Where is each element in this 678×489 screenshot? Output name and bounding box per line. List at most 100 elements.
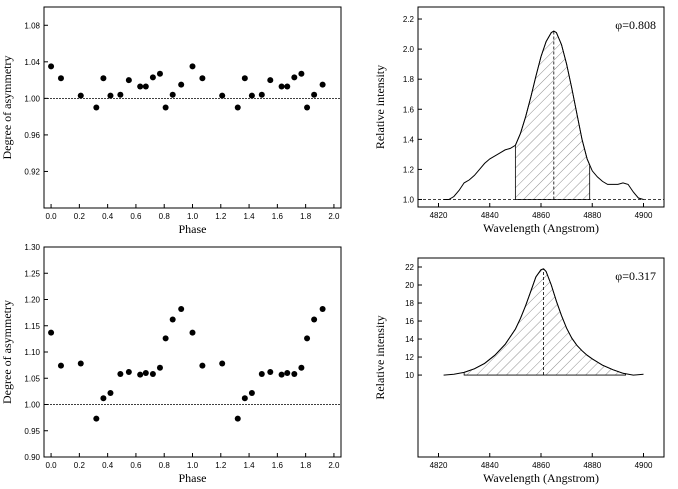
y-tick-label: 1.25 <box>24 269 40 278</box>
data-point <box>57 362 64 369</box>
data-point <box>298 364 305 371</box>
data-point <box>199 75 206 82</box>
data-point <box>137 83 144 90</box>
profile-line <box>443 268 644 376</box>
data-point <box>267 368 274 375</box>
y-tick-label: 22 <box>405 263 414 272</box>
chart-panel-bottom-left: 0.0 0.2 0.4 0.6 0.8 1.0 1.2 1.4 1.6 1.8 2.0 0.90 0.9… <box>0 243 342 485</box>
data-point <box>284 83 291 90</box>
y-tick-label: 1.4 <box>403 135 415 144</box>
x-tick-label: 0.4 <box>102 212 114 221</box>
data-point <box>241 75 248 82</box>
data-point <box>311 91 318 98</box>
x-tick-label: 4880 <box>583 211 601 220</box>
y-tick-label: 1.30 <box>24 243 40 252</box>
data-point <box>319 305 326 312</box>
x-tick-label: 1.0 <box>187 212 199 221</box>
x-tick-label: 4880 <box>583 461 601 470</box>
data-point <box>284 370 291 376</box>
y-tick-label: 16 <box>405 317 414 326</box>
chart-panel-top-right: 4820 4840 4860 4880 4900 1.0 1.2 1.4 1.6 1.8 2.0 2.… <box>373 6 665 235</box>
y-tick-label: 14 <box>405 335 414 344</box>
y-tick-label: 20 <box>405 281 414 290</box>
data-point <box>48 63 55 70</box>
y-tick-label: 1.0 <box>403 195 415 204</box>
data-point <box>93 415 100 422</box>
data-point <box>107 92 114 99</box>
data-point <box>77 360 84 367</box>
y-tick-label: 1.04 <box>24 58 40 67</box>
x-axis-title: Wavelength (Angstrom) <box>483 221 599 235</box>
x-tick-label: 4840 <box>481 461 499 470</box>
y-axis-title: Degree of asymmetry <box>0 300 14 404</box>
x-tick-label: 4820 <box>430 211 448 220</box>
data-point <box>100 75 107 82</box>
data-point <box>149 74 156 81</box>
y-axis-title: Relative intensity <box>373 65 387 149</box>
data-point <box>77 92 84 99</box>
y-tick-label: 1.8 <box>403 75 415 84</box>
x-tick-label: 0.2 <box>74 212 86 221</box>
x-tick-label: 0.0 <box>46 212 58 221</box>
y-axis-title: Degree of asymmetry <box>0 56 14 160</box>
chart-panel-bottom-right: 4820 4840 4860 4880 4900 10 12 14 16 18 20 22 Wavele… <box>373 257 665 485</box>
data-point <box>162 335 169 342</box>
chart-panel-top-left: 0.0 0.2 0.4 0.6 0.8 1.0 1.2 1.4 1.6 1.8 2.0 0.92 0.9… <box>0 6 342 236</box>
x-tick-label: 4820 <box>430 461 448 470</box>
data-point <box>57 75 64 82</box>
data-point <box>169 316 176 323</box>
data-point <box>248 389 255 396</box>
x-tick-label: 1.4 <box>244 212 256 221</box>
y-tick-label: 1.00 <box>24 401 40 410</box>
data-point <box>137 371 144 378</box>
data-point <box>234 104 241 111</box>
x-tick-label: 1.8 <box>300 212 312 221</box>
data-point <box>169 91 176 98</box>
y-tick-label: 1.08 <box>24 21 40 30</box>
data-point <box>304 335 311 342</box>
y-tick-label: 1.2 <box>403 165 415 174</box>
x-tick-label: 4840 <box>481 211 499 220</box>
data-point <box>248 92 255 99</box>
y-tick-label: 1.05 <box>24 374 40 383</box>
data-point <box>117 91 124 98</box>
data-point <box>142 83 149 90</box>
data-point <box>156 70 163 77</box>
x-axis-title: Wavelength (Angstrom) <box>483 471 599 485</box>
phase-annotation: φ=0.808 <box>615 18 656 32</box>
data-point <box>107 389 114 396</box>
x-tick-label: 2.0 <box>328 212 340 221</box>
data-point <box>178 305 185 312</box>
data-point <box>241 395 248 402</box>
data-point <box>267 77 274 84</box>
x-tick-label: 0.2 <box>74 461 86 470</box>
y-tick-label: 2.0 <box>403 45 415 54</box>
hatched-region <box>463 268 626 376</box>
x-tick-label: 4860 <box>532 461 550 470</box>
data-point <box>93 104 100 111</box>
y-tick-label: 1.15 <box>24 322 40 331</box>
y-tick-label: 0.95 <box>24 427 40 436</box>
x-tick-label: 0.4 <box>102 461 114 470</box>
data-point <box>100 395 107 402</box>
data-point <box>291 74 298 81</box>
data-point <box>199 362 206 369</box>
data-point <box>189 63 196 70</box>
data-point <box>278 371 285 378</box>
plot-frame <box>43 246 342 458</box>
y-tick-label: 12 <box>405 353 414 362</box>
x-tick-label: 2.0 <box>328 461 340 470</box>
data-point <box>189 329 196 336</box>
plot-frame <box>43 6 342 209</box>
x-tick-label: 1.6 <box>272 461 284 470</box>
x-tick-label: 1.2 <box>215 461 227 470</box>
y-tick-label: 0.96 <box>24 131 40 140</box>
data-point <box>48 329 55 336</box>
y-tick-label: 18 <box>405 299 414 308</box>
data-point <box>149 371 156 378</box>
data-point <box>278 83 285 90</box>
y-tick-label: 1.6 <box>403 105 415 114</box>
x-tick-label: 0.8 <box>159 212 171 221</box>
data-point <box>258 91 265 98</box>
x-tick-label: 1.0 <box>187 461 199 470</box>
